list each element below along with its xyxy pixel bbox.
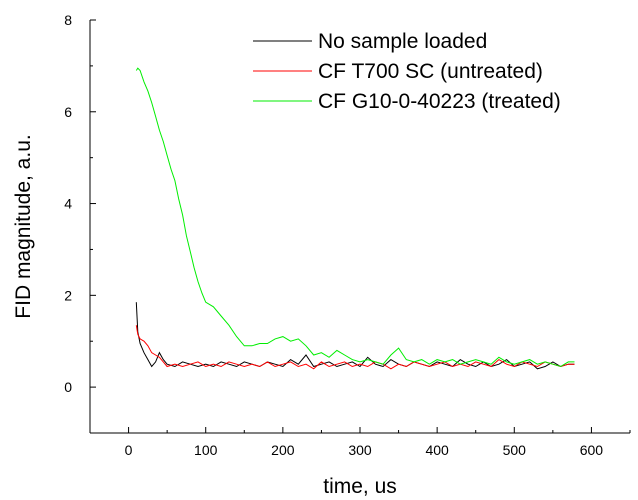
series-line-3 — [135, 67, 575, 368]
x-tick-label: 500 — [503, 442, 527, 458]
x-tick-label: 100 — [194, 442, 218, 458]
y-tick-label: 6 — [64, 104, 72, 120]
y-tick-label: 2 — [64, 287, 72, 303]
x-axis-title: time, us — [323, 475, 397, 498]
series-line-2 — [135, 325, 575, 370]
tick-marks — [89, 19, 631, 434]
x-tick-label: 600 — [580, 442, 604, 458]
series-line-1 — [135, 302, 575, 370]
legend-label-2: CF T700 SC (untreated) — [318, 60, 543, 83]
y-tick-label: 4 — [64, 196, 72, 212]
series-layer — [135, 67, 575, 370]
tick-labels: 0 100 200 300 400 500 600 0 2 4 6 8 — [64, 12, 603, 458]
y-tick-label: 8 — [64, 12, 72, 28]
y-tick-label: 0 — [64, 379, 72, 395]
legend: No sample loaded CF T700 SC (untreated) CF… — [253, 30, 561, 113]
x-tick-label: 300 — [348, 442, 372, 458]
x-tick-label: 200 — [271, 442, 295, 458]
legend-label-1: No sample loaded — [318, 30, 487, 53]
x-tick-label: 400 — [425, 442, 449, 458]
y-axis-title: FID magnitude, a.u. — [12, 134, 35, 318]
legend-label-3: CF G10-0-40223 (treated) — [318, 90, 561, 113]
x-tick-label: 0 — [125, 442, 133, 458]
